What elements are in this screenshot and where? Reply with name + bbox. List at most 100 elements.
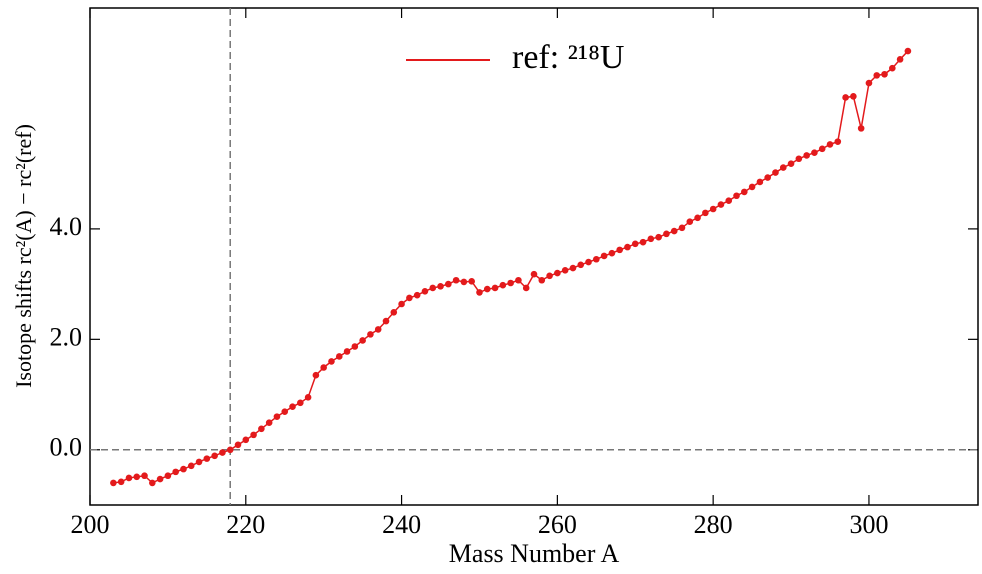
data-point <box>834 138 842 145</box>
data-point <box>460 278 468 286</box>
data-point <box>413 291 421 299</box>
data-point <box>678 224 686 232</box>
y-tick-label: 2.0 <box>50 322 83 351</box>
data-point <box>600 252 608 260</box>
data-point <box>616 246 623 254</box>
data-point <box>748 183 756 191</box>
data-point <box>437 283 444 290</box>
data-point <box>811 149 818 156</box>
data-point <box>787 160 795 168</box>
data-point <box>133 473 141 481</box>
data-point <box>258 425 265 433</box>
plot-frame <box>89 7 979 506</box>
data-point <box>694 214 701 222</box>
data-point <box>445 280 452 288</box>
data-point <box>569 264 577 272</box>
data-point <box>219 449 226 456</box>
data-point <box>234 441 242 449</box>
data-point <box>374 326 382 333</box>
data-point <box>608 249 616 257</box>
data-point <box>382 317 390 325</box>
data-point <box>390 308 398 316</box>
data-point <box>772 169 779 176</box>
data-point <box>117 478 125 486</box>
data-point <box>655 233 662 241</box>
data-point <box>421 287 429 295</box>
data-point <box>554 269 561 277</box>
data-point <box>149 479 156 487</box>
data-point <box>709 205 717 213</box>
data-point <box>468 278 475 285</box>
data-point <box>857 125 865 132</box>
data-point <box>904 47 912 55</box>
x-axis-label: Mass Number A <box>449 539 620 568</box>
x-tick-label: 240 <box>382 510 421 539</box>
data-point <box>398 300 405 308</box>
data-point <box>522 284 530 292</box>
data-point <box>265 419 273 427</box>
data-point <box>779 164 787 171</box>
data-point <box>406 294 413 302</box>
data-point <box>367 331 374 338</box>
data-point <box>631 240 639 248</box>
data-point <box>242 436 250 444</box>
legend-label: ref: ²¹⁸U <box>512 39 624 76</box>
data-point <box>717 201 725 208</box>
data-point <box>483 285 491 293</box>
data-point <box>335 353 343 360</box>
data-point <box>593 255 600 263</box>
data-point <box>491 284 499 292</box>
data-point <box>452 276 460 284</box>
y-tick-label: 0.0 <box>50 433 83 462</box>
data-point <box>289 403 296 411</box>
data-point <box>507 279 514 287</box>
data-point <box>297 399 304 407</box>
data-point <box>881 70 888 78</box>
x-tick-label: 200 <box>71 510 110 539</box>
data-point <box>795 155 803 163</box>
data-point <box>156 475 164 483</box>
data-point <box>818 145 826 153</box>
data-point <box>826 141 834 148</box>
data-point <box>663 230 670 238</box>
data-point <box>577 261 585 269</box>
data-point <box>351 343 359 350</box>
data-point <box>187 462 195 470</box>
data-point <box>203 455 211 462</box>
data-point <box>250 431 257 439</box>
data-point <box>686 218 694 226</box>
data-point <box>499 281 507 289</box>
data-point <box>670 227 678 235</box>
data-point <box>725 197 733 205</box>
data-point <box>515 276 522 284</box>
data-point <box>110 479 117 487</box>
x-tick-label: 260 <box>538 510 577 539</box>
data-point <box>756 178 764 186</box>
data-point <box>850 93 857 100</box>
data-point <box>226 446 234 454</box>
data-point <box>312 371 320 379</box>
data-point <box>585 258 592 266</box>
data-point <box>141 472 148 480</box>
y-tick-label: 4.0 <box>50 212 83 241</box>
x-tick-label: 300 <box>849 510 888 539</box>
data-point <box>546 272 553 280</box>
data-point <box>304 394 312 401</box>
data-point <box>873 72 881 79</box>
data-point <box>172 468 179 476</box>
data-point <box>359 337 366 344</box>
data-point <box>180 465 187 473</box>
data-point <box>476 289 483 296</box>
data-point <box>896 56 904 63</box>
data-point <box>733 192 740 200</box>
data-point <box>273 413 281 420</box>
data-point <box>741 188 748 196</box>
y-axis-label: Isotope shifts rc²(A) − rc²(ref) <box>11 124 36 388</box>
data-point <box>561 267 569 274</box>
data-point <box>803 152 810 159</box>
data-point <box>702 209 709 217</box>
data-point <box>343 348 351 355</box>
data-point <box>889 64 896 72</box>
data-point <box>281 408 289 415</box>
